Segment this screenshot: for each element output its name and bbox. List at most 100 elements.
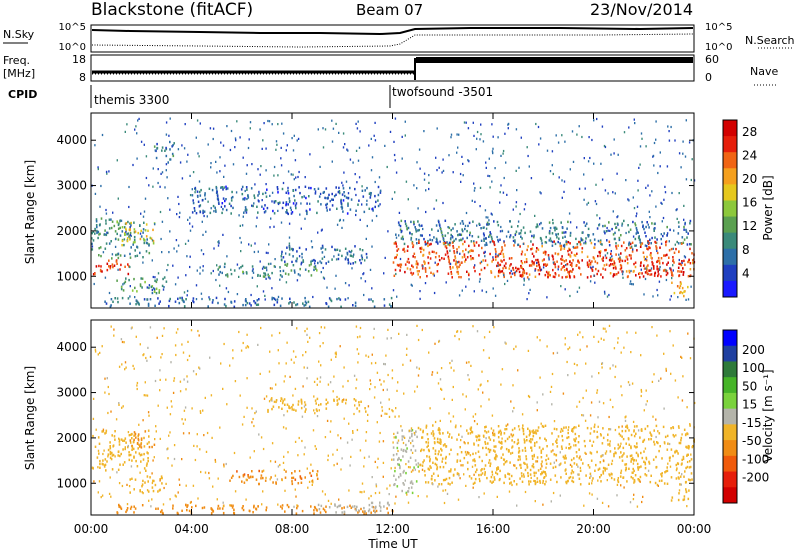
data-cell [439, 378, 442, 381]
data-cell [274, 258, 276, 261]
data-cell [463, 255, 466, 258]
data-cell [285, 202, 288, 206]
data-cell [670, 476, 673, 479]
data-cell [544, 241, 547, 244]
data-cell [266, 206, 269, 210]
data-cell [639, 245, 642, 248]
data-cell [649, 431, 651, 434]
data-cell [257, 168, 259, 171]
data-cell [676, 208, 678, 211]
data-cell [479, 186, 482, 189]
data-cell [97, 353, 99, 356]
data-cell [604, 268, 607, 271]
data-cell [663, 254, 665, 257]
data-cell [336, 395, 338, 399]
data-cell [544, 437, 546, 440]
data-cell [620, 385, 622, 388]
data-cell [359, 449, 362, 452]
data-cell [411, 432, 413, 436]
data-cell [572, 259, 574, 262]
data-cell [132, 241, 135, 244]
data-cell [265, 266, 268, 269]
data-cell [147, 480, 149, 483]
data-cell [504, 428, 506, 431]
data-cell [110, 495, 112, 498]
data-cell [411, 264, 413, 267]
data-cell [199, 204, 202, 207]
data-cell [196, 445, 198, 448]
data-cell [642, 275, 645, 278]
data-cell [395, 242, 397, 246]
data-cell [634, 244, 636, 247]
data-cell [212, 127, 215, 130]
data-cell [540, 449, 543, 452]
data-cell [199, 122, 201, 125]
data-cell [531, 438, 534, 441]
data-cell [185, 484, 187, 487]
data-cell [569, 463, 572, 466]
data-cell [216, 189, 218, 193]
data-cell [349, 464, 351, 467]
data-cell [588, 466, 591, 469]
data-cell [390, 467, 392, 470]
data-cell [152, 167, 154, 170]
data-cell [407, 490, 410, 493]
data-cell [119, 506, 122, 509]
data-cell [581, 259, 583, 262]
data-cell [364, 280, 367, 283]
data-cell [374, 194, 376, 198]
data-cell [217, 241, 219, 244]
data-cell [434, 462, 437, 466]
data-cell [596, 214, 598, 217]
data-cell [497, 254, 499, 257]
station-title: Blackstone (fitACF) [91, 0, 253, 20]
data-cell [538, 143, 540, 146]
data-cell [340, 198, 342, 202]
data-cell [201, 297, 203, 301]
data-cell [482, 349, 485, 352]
data-cell [578, 400, 581, 403]
data-cell [296, 257, 298, 260]
data-cell [518, 450, 521, 453]
data-cell [186, 289, 189, 293]
data-cell [278, 406, 280, 409]
data-cell [554, 242, 557, 246]
data-cell [604, 249, 606, 252]
data-cell [304, 330, 306, 333]
data-region [191, 185, 382, 216]
data-cell [145, 241, 148, 244]
data-cell [160, 510, 162, 514]
data-cell [673, 261, 675, 264]
data-cell [445, 245, 448, 248]
data-cell [526, 439, 528, 442]
data-cell [628, 271, 631, 274]
data-cell [635, 215, 637, 218]
data-cell [267, 408, 269, 412]
data-cell [366, 186, 368, 190]
data-cell [678, 262, 680, 265]
data-cell [408, 429, 411, 432]
data-cell [98, 254, 100, 257]
data-cell [628, 467, 630, 470]
data-cell [635, 227, 638, 230]
data-cell [269, 194, 271, 197]
data-cell [139, 343, 141, 346]
data-cell [639, 480, 641, 483]
data-cell [483, 239, 485, 242]
data-cell [178, 216, 181, 219]
velocity-colorbar-swatch [723, 440, 737, 457]
data-cell [399, 224, 402, 228]
data-cell [450, 366, 452, 369]
data-cell [105, 431, 107, 434]
data-cell [118, 482, 121, 485]
data-cell [529, 230, 532, 233]
data-cell [386, 165, 388, 169]
data-cell [681, 236, 684, 239]
data-cell [391, 197, 393, 200]
data-cell [515, 266, 517, 270]
data-cell [484, 255, 486, 258]
data-cell [341, 254, 343, 258]
data-cell [337, 190, 340, 194]
data-cell [431, 474, 433, 478]
